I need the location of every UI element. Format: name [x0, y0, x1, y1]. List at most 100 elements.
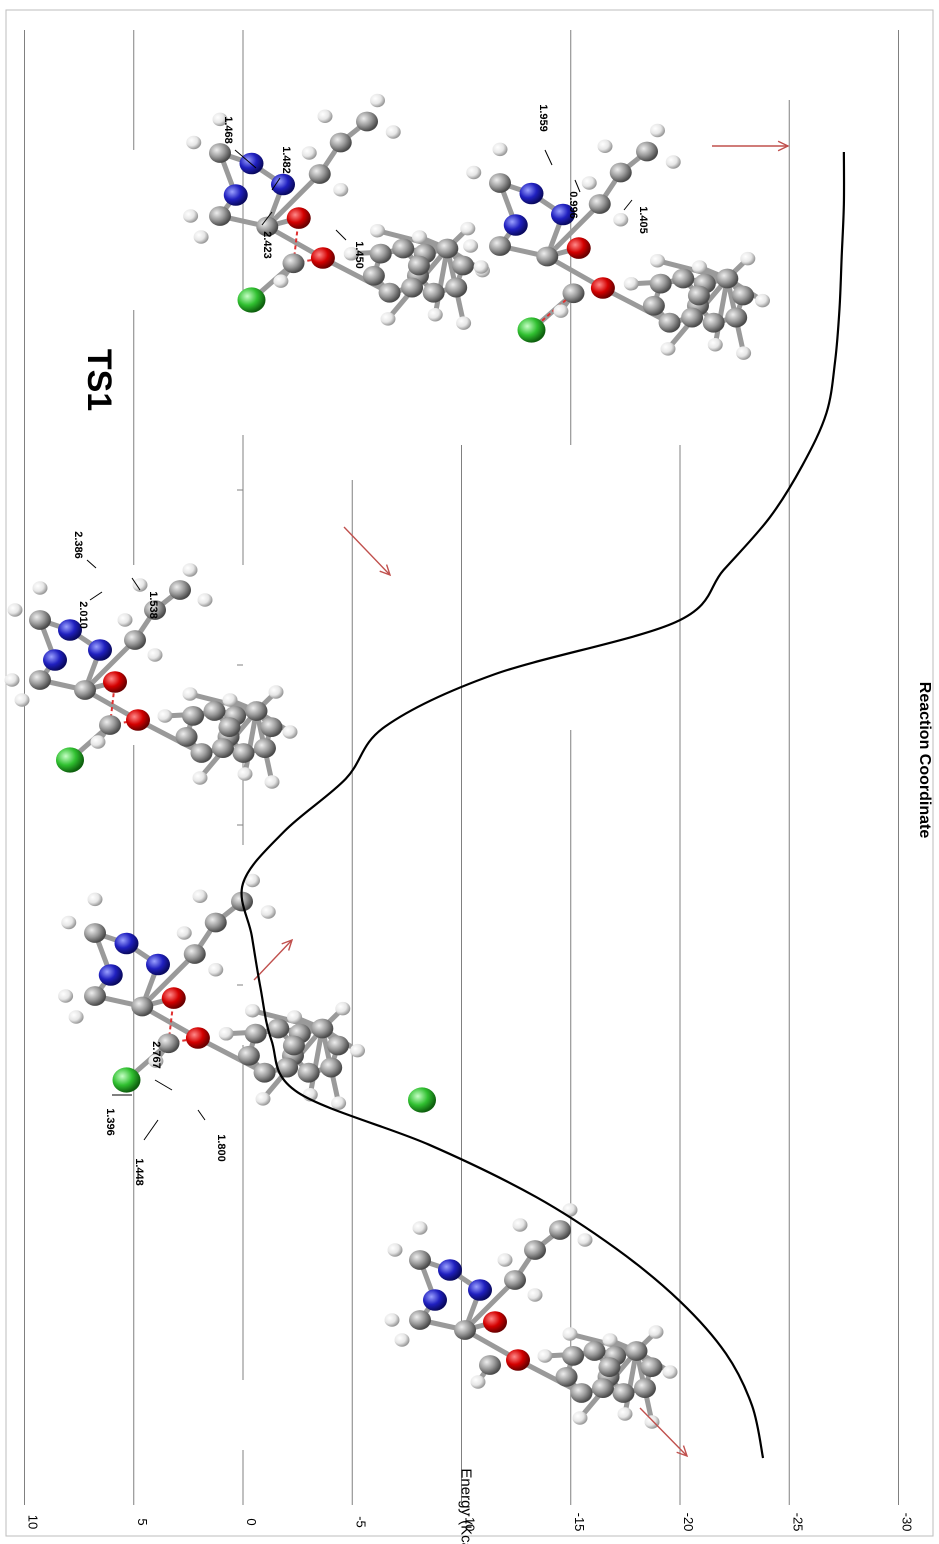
- molecular-structures: 1.396 1.448 2.767 1.800 2.010 2.386 1.538 1.468…: [4, 93, 770, 1429]
- carbon-atom: [409, 1250, 431, 1270]
- carbon-atom: [256, 216, 279, 237]
- carbon-atom: [209, 143, 231, 163]
- intermediate-structure: 1.468 1.482 2.423 1.450: [183, 93, 490, 330]
- carbon-atom: [407, 255, 430, 276]
- carbon-atom: [356, 111, 378, 132]
- carbon-atom: [401, 277, 424, 298]
- bond-length-label: 1.396: [104, 1108, 116, 1136]
- carbon-atom: [702, 312, 725, 333]
- carbon-atom: [311, 1018, 334, 1039]
- carbon-atom: [144, 600, 166, 620]
- hydrogen-atom: [268, 685, 284, 699]
- carbon-atom: [681, 307, 704, 328]
- hydrogen-atom: [208, 963, 224, 977]
- y-tick-label: -10: [463, 1513, 478, 1532]
- carbon-atom: [536, 246, 559, 267]
- hydrogen-atom: [218, 1027, 234, 1041]
- pointer-arrow: [343, 526, 391, 576]
- carbon-atom: [687, 285, 710, 306]
- carbon-atom: [190, 743, 213, 763]
- carbon-atom: [84, 923, 106, 943]
- product-structure: 1.959 0.996 1.405: [463, 104, 770, 360]
- carbon-atom: [625, 1341, 648, 1361]
- carbon-atom: [203, 701, 226, 721]
- hydrogen-atom: [660, 342, 676, 356]
- nitrogen-atom: [503, 214, 528, 236]
- nitrogen-atom: [223, 184, 248, 206]
- hydrogen-atom: [282, 725, 298, 739]
- hydrogen-atom: [466, 165, 482, 180]
- bond-length-label: 1.405: [637, 206, 649, 234]
- carbon-atom: [232, 743, 255, 763]
- label-leader: [86, 559, 97, 569]
- separated-complex-structure: [384, 1087, 678, 1429]
- carbon-atom: [633, 1378, 656, 1399]
- nitrogen-atom: [271, 173, 295, 196]
- y-tick-label: 10: [26, 1515, 41, 1529]
- carbon-atom: [436, 238, 459, 259]
- carbon-atom: [452, 255, 475, 276]
- hydrogen-atom: [176, 926, 192, 940]
- hydrogen-atom: [192, 889, 208, 903]
- hydrogen-atom: [90, 735, 106, 749]
- nitrogen-atom: [98, 964, 123, 986]
- bond-length-label: 0.996: [567, 191, 579, 219]
- hydrogen-atom: [623, 277, 639, 291]
- nitrogen-atom: [519, 182, 544, 205]
- hydrogen-atom: [412, 1221, 428, 1235]
- carbon-atom: [253, 1062, 276, 1083]
- hydrogen-atom: [182, 563, 198, 577]
- label-leader: [154, 1079, 173, 1091]
- carbon-atom: [598, 1357, 621, 1378]
- label-leader: [197, 1109, 206, 1121]
- pointer-arrow-head: [281, 938, 294, 951]
- pointer-arrow-head: [676, 1445, 689, 1458]
- bond: [140, 952, 197, 1009]
- hydrogen-atom: [740, 251, 756, 266]
- figure-border: [5, 9, 934, 1537]
- pointer-arrow: [253, 939, 293, 981]
- bond: [376, 228, 448, 251]
- carbon-atom: [392, 238, 415, 259]
- carbon-atom: [562, 1345, 585, 1366]
- carbon-atom: [183, 944, 206, 964]
- hydrogen-atom: [245, 873, 260, 888]
- label-leader: [544, 149, 553, 166]
- hydrogen-atom: [335, 1001, 351, 1016]
- carbon-atom: [591, 1378, 614, 1399]
- nitrogen-atom: [146, 953, 170, 976]
- carbon-atom: [445, 277, 468, 298]
- hydrogen-atom: [350, 1043, 365, 1058]
- chlorine-atom: [408, 1087, 436, 1113]
- nitrogen-atom: [43, 649, 67, 671]
- bond: [432, 248, 450, 316]
- hydrogen-atom: [58, 989, 74, 1003]
- hydrogen-atom: [707, 337, 723, 352]
- carbon-atom: [555, 1366, 578, 1387]
- bond: [516, 1357, 583, 1396]
- hydrogen-atom: [245, 1003, 260, 1018]
- carbon-atom: [175, 726, 198, 747]
- ts1-label: TS1: [80, 349, 118, 411]
- label-leader: [335, 229, 347, 241]
- ts1-structure: 2.010 2.386 1.538: [4, 531, 298, 789]
- carbon-atom: [409, 1310, 431, 1330]
- hydrogen-atom: [264, 775, 280, 789]
- hydrogen-atom: [617, 1407, 633, 1421]
- bond-length-label: 1.482: [280, 146, 292, 174]
- hydrogen-atom: [613, 213, 629, 227]
- bond-length-label: 1.538: [147, 591, 159, 619]
- label-leader: [271, 177, 281, 191]
- hydrogen-atom: [602, 1333, 618, 1347]
- carbon-atom: [570, 1383, 593, 1403]
- nitrogen-atom: [88, 639, 112, 661]
- hydrogen-atom: [333, 183, 349, 197]
- hydrogen-atom: [147, 648, 163, 662]
- chlorine-atom: [112, 1067, 141, 1093]
- hydrogen-atom: [648, 1325, 664, 1339]
- y-axis-label: Energy (Kcal/mol): [458, 1468, 475, 1544]
- bond: [242, 710, 259, 775]
- carbon-atom: [362, 265, 385, 286]
- y-tick-label: -5: [353, 1516, 368, 1528]
- hydrogen-atom: [68, 1010, 84, 1024]
